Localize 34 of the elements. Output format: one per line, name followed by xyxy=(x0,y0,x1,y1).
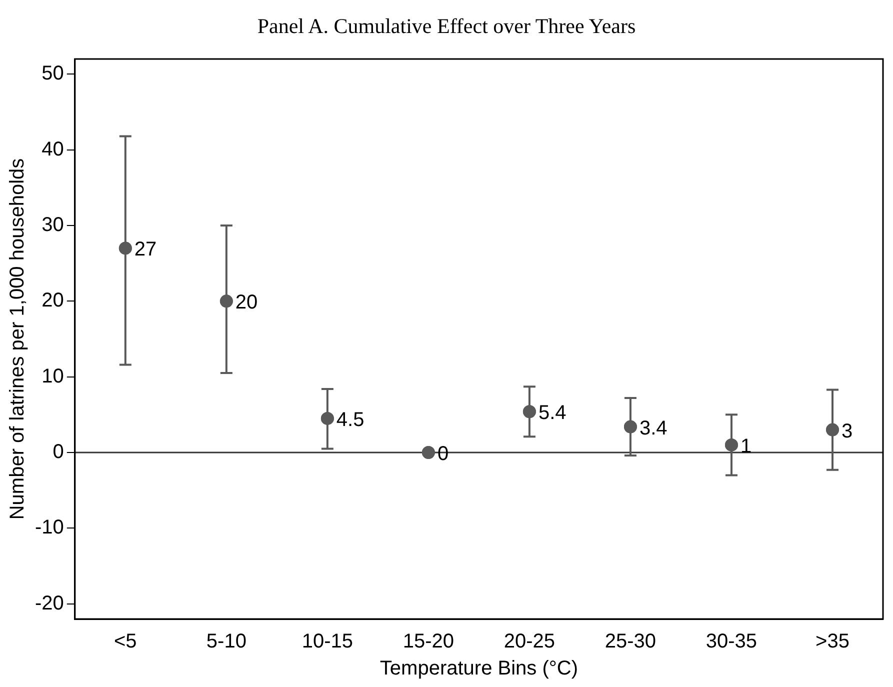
point xyxy=(220,294,233,308)
x-tick-label: 15-20 xyxy=(402,630,454,653)
x-tick-label: 5-10 xyxy=(206,630,246,653)
point xyxy=(320,412,334,425)
x-tick-label: 20-25 xyxy=(504,630,556,653)
y-tick-label: 0 xyxy=(52,441,64,464)
y-tick-label: 40 xyxy=(42,138,64,160)
x-tick-label: >35 xyxy=(816,630,850,653)
y-tick-label: 30 xyxy=(42,214,64,236)
point xyxy=(724,438,738,452)
x-tick-label: 10-15 xyxy=(302,630,354,653)
y-tick-label: 50 xyxy=(42,62,64,85)
x-tick-label: <5 xyxy=(114,630,137,653)
y-axis-title: Number of latrines per 1,000 households xyxy=(6,158,29,520)
point xyxy=(522,405,536,418)
x-axis-title: Temperature Bins (°C) xyxy=(380,658,578,680)
data-label: 4.5 xyxy=(336,408,364,431)
y-tick-label: -20 xyxy=(35,592,64,614)
point xyxy=(422,446,435,460)
data-label: 3.4 xyxy=(639,417,668,440)
point xyxy=(624,420,637,434)
x-tick-label: 25-30 xyxy=(604,630,656,653)
x-tick-label: 30-35 xyxy=(706,630,758,653)
y-tick-label: -10 xyxy=(35,516,64,539)
y-tick-label: 10 xyxy=(42,365,64,388)
data-label: 1 xyxy=(740,435,752,458)
point xyxy=(118,242,132,255)
data-label: 3 xyxy=(841,420,853,442)
data-label: 27 xyxy=(134,238,157,261)
data-label: 5.4 xyxy=(538,402,566,424)
data-label: 20 xyxy=(235,292,258,314)
chart-title: Panel A. Cumulative Effect over Three Years xyxy=(256,13,637,40)
y-tick-label: 20 xyxy=(42,290,64,312)
point xyxy=(826,423,839,436)
